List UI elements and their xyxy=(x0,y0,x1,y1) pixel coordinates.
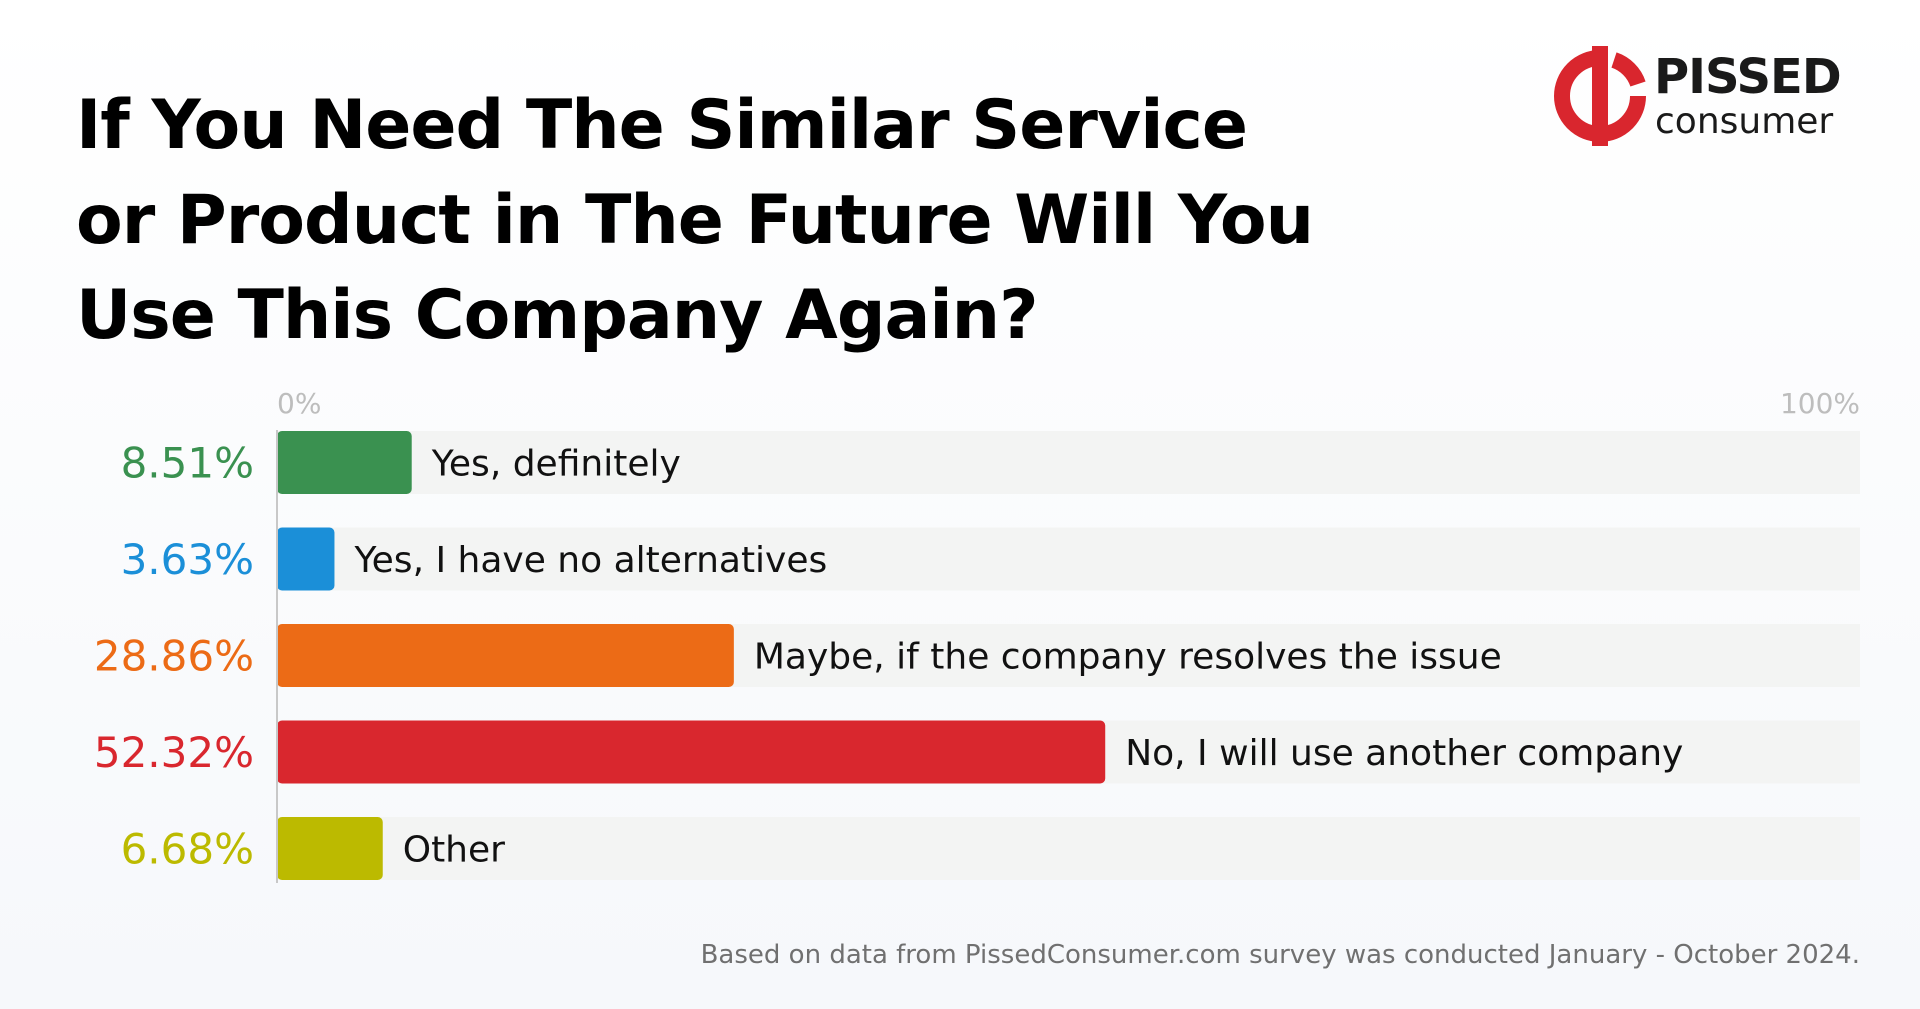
bar-track xyxy=(277,817,1860,880)
source-footnote: Based on data from PissedConsumer.com su… xyxy=(700,940,1860,970)
value-label: 8.51% xyxy=(121,439,254,488)
bar xyxy=(277,624,734,687)
bar xyxy=(277,817,383,880)
title-line-1: If You Need The Similar Service xyxy=(76,86,1248,165)
chart-title: If You Need The Similar Service or Produ… xyxy=(76,78,1376,363)
category-label: No, I will use another company xyxy=(1125,733,1683,774)
value-label: 28.86% xyxy=(94,632,254,681)
value-label: 3.63% xyxy=(121,535,254,584)
logo-word-consumer: consumer xyxy=(1655,101,1834,142)
bar xyxy=(277,431,412,494)
bar xyxy=(277,527,335,591)
bar-track xyxy=(277,527,1860,591)
pissed-consumer-logo[interactable]: PISSED consumer xyxy=(1554,46,1864,146)
logo-word-pissed: PISSED xyxy=(1654,49,1842,105)
bar-track xyxy=(277,431,1860,494)
logo-mark-icon xyxy=(1554,46,1646,146)
bar xyxy=(277,720,1106,784)
title-line-2: or Product in The Future Will You xyxy=(76,181,1314,260)
value-label: 6.68% xyxy=(121,825,254,874)
title-line-3: Use This Company Again? xyxy=(76,276,1039,355)
category-label: Yes, definitely xyxy=(431,444,681,485)
x-tick-label: 100% xyxy=(1780,387,1860,420)
category-label: Other xyxy=(403,830,505,871)
category-label: Yes, I have no alternatives xyxy=(353,540,827,581)
category-label: Maybe, if the company resolves the issue xyxy=(754,637,1502,678)
x-tick-label: 0% xyxy=(277,387,321,420)
value-label: 52.32% xyxy=(94,728,254,777)
